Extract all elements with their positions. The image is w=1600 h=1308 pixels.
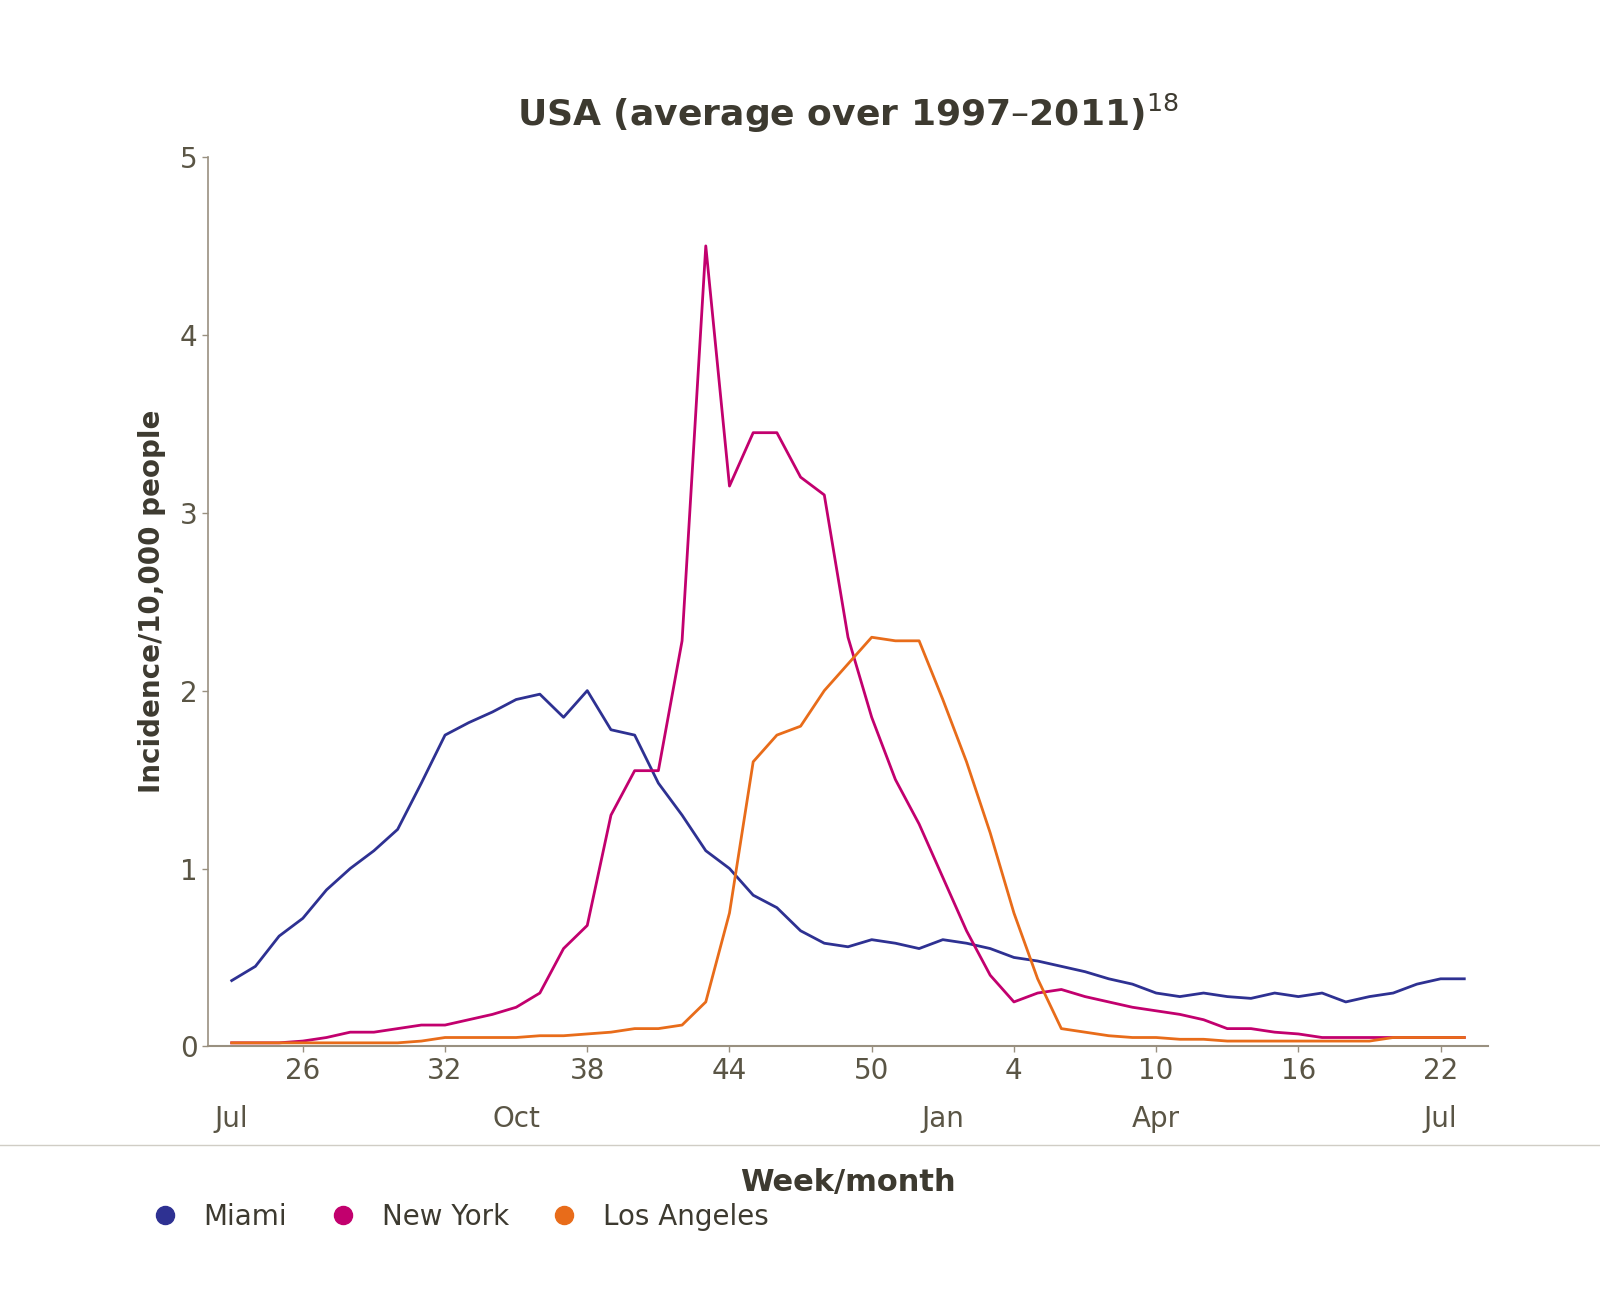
Title: USA (average over 1997–2011)$^{18}$: USA (average over 1997–2011)$^{18}$: [517, 92, 1179, 136]
Text: Apr: Apr: [1133, 1105, 1181, 1133]
X-axis label: Week/month: Week/month: [741, 1168, 955, 1197]
Text: Oct: Oct: [493, 1105, 541, 1133]
Legend: Miami, New York, Los Angeles: Miami, New York, Los Angeles: [126, 1192, 781, 1241]
Text: Jan: Jan: [922, 1105, 965, 1133]
Text: Jul: Jul: [214, 1105, 248, 1133]
Text: Jul: Jul: [1424, 1105, 1458, 1133]
Y-axis label: Incidence/10,000 people: Incidence/10,000 people: [138, 409, 166, 794]
